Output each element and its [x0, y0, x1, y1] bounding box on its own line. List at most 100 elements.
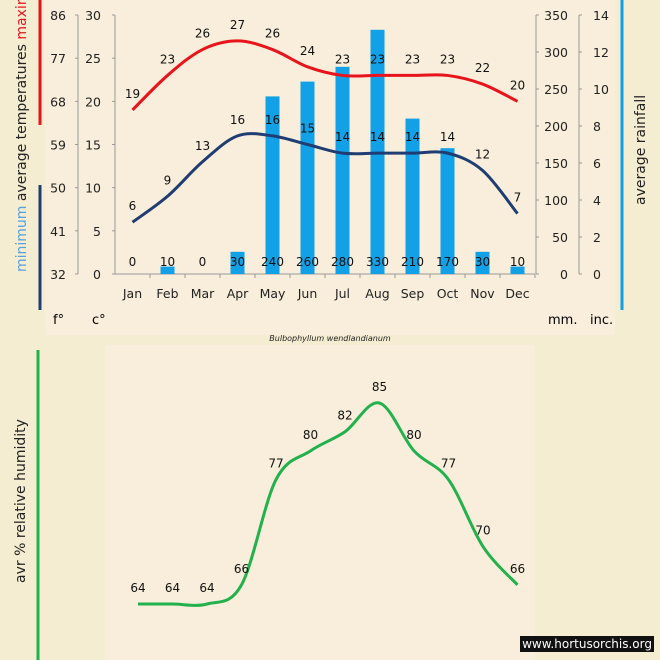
rain-data-label: 30	[475, 255, 490, 269]
rain-data-label: 280	[331, 255, 354, 269]
max-data-label: 20	[510, 78, 525, 92]
f-tick: 77	[50, 51, 66, 66]
max-data-label: 23	[370, 52, 385, 66]
month-label: Aug	[365, 286, 389, 301]
humidity-data-label: 64	[199, 581, 214, 595]
month-label: May	[260, 286, 286, 301]
rain-data-label: 240	[261, 255, 284, 269]
mm-tick: 300	[544, 45, 568, 60]
top-chart-panel	[45, 0, 615, 335]
month-label: Feb	[156, 286, 178, 301]
min-data-label: 13	[195, 139, 210, 153]
month-label: Mar	[191, 286, 215, 301]
rain-bar	[335, 66, 350, 274]
watermark: www.hortusorchis.org	[520, 636, 654, 652]
avg-temp-label: average temperatures	[14, 44, 30, 202]
humidity-data-label: 64	[130, 581, 145, 595]
c-tick: 15	[85, 138, 101, 153]
in-tick: 6	[593, 156, 601, 171]
rain-bar	[230, 251, 245, 274]
min-data-label: 15	[300, 122, 315, 136]
month-label: Jan	[122, 286, 142, 301]
min-data-label: 12	[475, 147, 490, 161]
max-temp-line	[131, 39, 519, 112]
humidity-data-label: 82	[337, 409, 352, 423]
min-data-label: 14	[370, 130, 385, 144]
y-label-left: minimum average temperatures maximum	[14, 0, 30, 272]
min-data-label: 14	[405, 130, 420, 144]
mm-tick: 250	[544, 82, 568, 97]
min-data-label: 6	[129, 199, 137, 213]
rain-data-label: 210	[401, 255, 424, 269]
mm-tick: 0	[560, 267, 568, 282]
f-tick: 41	[50, 224, 66, 239]
rain-data-label: 0	[129, 255, 137, 269]
c-tick: 5	[93, 224, 101, 239]
minimum-label: minimum	[14, 205, 30, 272]
chart-title: Bulbophyllum wendlandianum	[269, 334, 391, 343]
rain-bar	[300, 81, 315, 274]
rain-bar	[475, 251, 490, 274]
rain-data-label: 330	[366, 255, 389, 269]
mm-tick: 50	[552, 230, 568, 245]
month-label: Nov	[470, 286, 495, 301]
y-label-right: average rainfall	[633, 94, 649, 205]
rain-bar	[510, 266, 525, 274]
month-label: Jul	[334, 286, 350, 301]
rain-data-label: 260	[296, 255, 319, 269]
bottom-chart-panel	[105, 345, 535, 660]
min-data-label: 7	[514, 191, 522, 205]
max-data-label: 19	[125, 87, 140, 101]
max-data-label: 27	[230, 18, 245, 32]
unit-c: c°	[92, 313, 106, 328]
humidity-data-label: 64	[165, 581, 180, 595]
f-tick: 86	[50, 8, 66, 23]
rain-data-label: 0	[199, 255, 207, 269]
mm-tick: 350	[544, 8, 568, 23]
mm-tick: 200	[544, 119, 568, 134]
humidity-line	[138, 401, 519, 607]
in-tick: 8	[593, 119, 601, 134]
f-tick: 59	[50, 138, 66, 153]
max-data-label: 26	[195, 27, 210, 41]
max-data-label: 23	[440, 52, 455, 66]
maximum-label: maximum	[14, 0, 30, 40]
humidity-label: avr % relative humidity	[13, 419, 29, 583]
rain-bar	[440, 148, 455, 274]
rain-data-label: 170	[436, 255, 459, 269]
humidity-data-label: 70	[475, 524, 490, 538]
in-tick: 2	[593, 230, 601, 245]
max-data-label: 23	[335, 52, 350, 66]
min-temp-line	[131, 132, 519, 224]
rain-data-label: 10	[510, 255, 525, 269]
f-tick: 50	[50, 181, 66, 196]
c-tick: 25	[85, 51, 101, 66]
humidity-data-label: 66	[510, 562, 525, 576]
c-tick: 10	[85, 181, 101, 196]
min-data-label: 16	[230, 113, 245, 127]
humidity-data-label: 77	[441, 457, 456, 471]
month-label: Jun	[297, 286, 318, 301]
in-tick: 14	[593, 8, 609, 23]
c-tick: 20	[85, 94, 101, 109]
humidity-data-label: 80	[303, 428, 318, 442]
unit-in: inc.	[590, 313, 614, 328]
rain-bar	[160, 266, 175, 274]
max-data-label: 23	[160, 52, 175, 66]
in-tick: 4	[593, 193, 601, 208]
unit-mm: mm.	[548, 313, 578, 328]
month-label: Sep	[401, 286, 425, 301]
humidity-data-label: 85	[372, 380, 387, 394]
rain-bar	[265, 96, 280, 275]
c-tick: 0	[93, 267, 101, 282]
unit-f: f°	[53, 313, 65, 328]
mm-tick: 150	[544, 156, 568, 171]
mm-tick: 100	[544, 193, 568, 208]
humidity-data-label: 77	[268, 457, 283, 471]
rain-data-label: 30	[230, 255, 245, 269]
max-data-label: 24	[300, 44, 315, 58]
max-data-label: 23	[405, 52, 420, 66]
month-label: Oct	[437, 286, 459, 301]
f-tick: 68	[50, 94, 66, 109]
